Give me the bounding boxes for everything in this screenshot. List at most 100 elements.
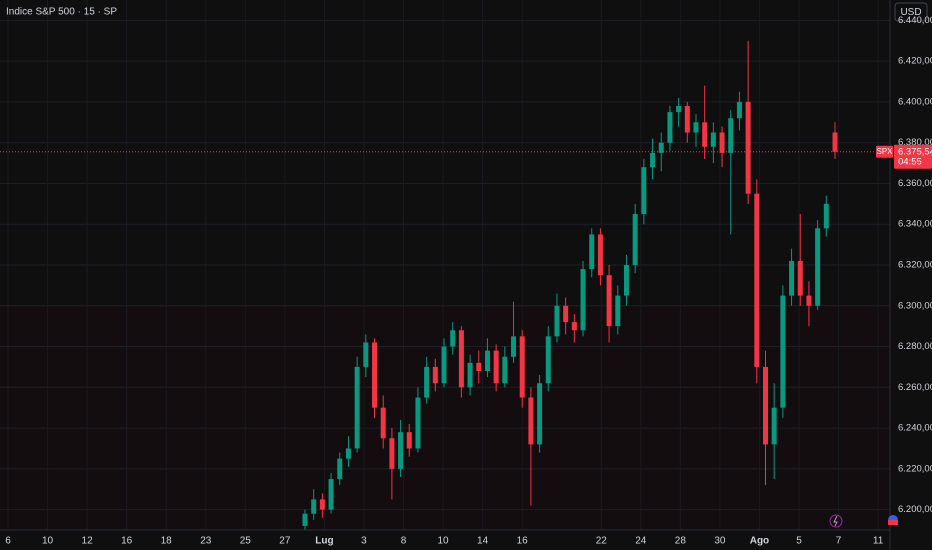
countdown-label: 04:55 xyxy=(898,156,922,167)
candle-body xyxy=(580,269,586,331)
candle-body xyxy=(762,366,768,445)
y-tick-label: 6.380,00 xyxy=(898,137,932,148)
x-tick-label: 23 xyxy=(200,536,212,547)
icon-flag-stripe xyxy=(888,520,898,525)
x-tick-label: 11 xyxy=(873,536,884,547)
symbol-label: SPX xyxy=(876,147,893,156)
candle-body xyxy=(511,336,517,357)
icon-circle xyxy=(829,514,843,528)
candle-body xyxy=(676,106,682,113)
candle-body xyxy=(684,106,690,133)
x-tick-label: 12 xyxy=(82,536,94,547)
candle-body xyxy=(823,203,829,229)
candle-body xyxy=(615,295,621,327)
x-tick-label: 22 xyxy=(596,536,608,547)
candle-body xyxy=(415,397,421,449)
candle-body xyxy=(398,432,404,469)
grid xyxy=(0,0,890,530)
y-tick-label: 6.340,00 xyxy=(898,219,932,230)
y-tick-label: 6.320,00 xyxy=(898,260,932,271)
candle-body xyxy=(832,132,838,152)
y-tick-label: 6.300,00 xyxy=(898,300,932,311)
x-tick-label: 28 xyxy=(675,536,687,547)
candle-body xyxy=(667,112,673,143)
candle-body xyxy=(493,350,499,384)
candle-body xyxy=(806,295,812,306)
y-tick-label: 6.440,00 xyxy=(898,15,932,26)
candle-body xyxy=(363,342,369,367)
candle-body xyxy=(458,330,464,388)
candle-body xyxy=(467,362,473,388)
price-tag xyxy=(894,144,932,169)
candle-body xyxy=(537,383,543,445)
plot-area xyxy=(0,40,890,530)
candle-body xyxy=(650,152,656,168)
x-tick-label: 27 xyxy=(279,536,291,547)
candle-body xyxy=(623,265,629,296)
candle-body xyxy=(476,362,482,371)
lightning-icon[interactable] xyxy=(829,514,843,528)
candle-body xyxy=(736,101,742,119)
candle-body xyxy=(545,336,551,384)
candle-body xyxy=(728,118,734,153)
candle-body xyxy=(441,346,447,384)
candle-body xyxy=(389,438,395,469)
candle-body xyxy=(771,407,777,445)
candle-body xyxy=(328,479,334,510)
candle-body xyxy=(719,132,725,153)
candle-body xyxy=(797,260,803,296)
candle-body xyxy=(484,350,490,371)
candle-body xyxy=(519,336,525,398)
y-tick-label: 6.360,00 xyxy=(898,178,932,189)
candle-body xyxy=(554,305,560,337)
candle-body xyxy=(424,366,430,398)
y-tick-label: 6.280,00 xyxy=(898,341,932,352)
price-label: 6.375,54 xyxy=(898,146,932,157)
currency-label: USD xyxy=(900,7,921,18)
x-tick-label: 8 xyxy=(401,536,407,547)
candle-body xyxy=(571,322,577,331)
candle-body xyxy=(658,142,664,153)
candle-body xyxy=(780,295,786,408)
y-tick-label: 6.400,00 xyxy=(898,96,932,107)
candle-body xyxy=(632,214,638,265)
candle-body xyxy=(702,122,708,147)
y-tick-label: 6.260,00 xyxy=(898,382,932,393)
x-tick-label: 30 xyxy=(714,536,726,547)
y-tick-label: 6.420,00 xyxy=(898,56,932,67)
event-icon[interactable] xyxy=(888,515,898,525)
x-tick-label: Lug xyxy=(315,536,333,547)
candle-body xyxy=(606,275,612,327)
y-tick-label: 6.220,00 xyxy=(898,463,932,474)
x-tick-label: 14 xyxy=(477,536,489,547)
candle-body xyxy=(372,342,378,408)
symbol-tag xyxy=(876,145,893,158)
x-tick-label: 7 xyxy=(836,536,842,547)
y-tick-label: 6.200,00 xyxy=(898,504,932,515)
candle-body xyxy=(354,366,360,449)
x-tick-label: 18 xyxy=(161,536,173,547)
candle-body xyxy=(302,513,308,526)
candle-body xyxy=(406,432,412,449)
candle-body xyxy=(693,122,699,133)
candle-body xyxy=(745,101,751,194)
candle-body xyxy=(597,234,603,276)
icon-bolt xyxy=(833,515,838,527)
x-tick-label: 3 xyxy=(361,536,367,547)
candle-body xyxy=(641,167,647,215)
x-tick-label: 25 xyxy=(240,536,252,547)
candle-body xyxy=(380,407,386,439)
candle-body xyxy=(563,305,569,323)
x-tick-label: 10 xyxy=(42,536,54,547)
x-tick-label: 5 xyxy=(796,536,802,547)
candle-body xyxy=(815,228,821,306)
candle-body xyxy=(710,132,716,147)
currency-button[interactable] xyxy=(894,2,928,22)
x-tick-label: 24 xyxy=(635,536,647,547)
candle-body xyxy=(754,193,760,367)
candle-body xyxy=(450,330,456,347)
candle-body xyxy=(789,260,795,296)
candle-body xyxy=(319,499,325,510)
x-tick-label: 10 xyxy=(437,536,449,547)
